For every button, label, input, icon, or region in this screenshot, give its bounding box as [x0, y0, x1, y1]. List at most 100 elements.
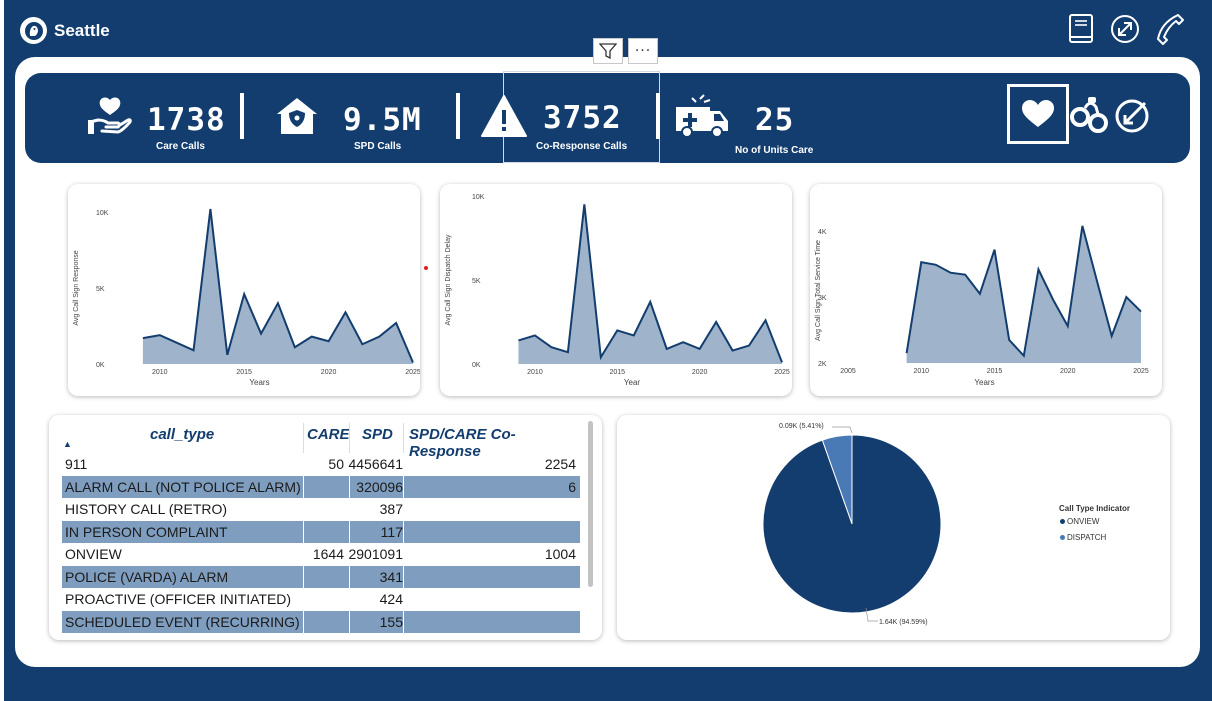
sort-ascending-icon[interactable]: ▲: [63, 439, 72, 449]
pie-slice-onview[interactable]: [762, 434, 942, 614]
table-row[interactable]: SCHEDULED EVENT (RECURRING) 155: [62, 610, 580, 633]
table-row[interactable]: IN PERSON COMPLAINT 117: [62, 520, 580, 543]
app-title: Seattle: [54, 20, 110, 40]
handcuffs-icon[interactable]: [1068, 95, 1112, 139]
legend-item-dispatch[interactable]: DISPATCH: [1060, 533, 1106, 542]
x-tick-label: 2020: [1060, 368, 1076, 375]
caring-hand-heart-icon: [88, 96, 132, 140]
area-fill: [142, 208, 413, 364]
table-row[interactable]: POLICE (VARDA) ALARM 341: [62, 565, 580, 588]
x-axis-label: Years: [249, 378, 269, 387]
cell-spd: 2901091: [348, 546, 403, 562]
y-tick-label: 10K: [472, 194, 485, 201]
cell-call-type: ONVIEW: [65, 546, 122, 562]
cell-spd: 4456641: [348, 456, 403, 472]
chart-card-response[interactable]: 2010 2015 2020 2025 0K 5K 10K Years Avg Call Sig…: [68, 184, 420, 396]
call-type-table[interactable]: call_type ▲ CARE SPD SPD/CARE Co-Respons…: [62, 421, 580, 633]
kpi-label-spd-calls: SPD Calls: [354, 141, 402, 152]
kpi-value-care-calls: 1738: [147, 102, 226, 138]
more-options-button[interactable]: ···: [628, 38, 658, 64]
x-tick-label: 2015: [987, 368, 1003, 375]
y-axis-label: Avg Call Sign Total Service Time: [815, 240, 822, 341]
table-row[interactable]: HISTORY CALL (RETRO) 387: [62, 498, 580, 521]
cell-spd: 341: [379, 568, 403, 585]
series-line: [142, 208, 414, 363]
y-tick-label: 10K: [96, 210, 109, 217]
x-tick-label: 2025: [405, 369, 420, 376]
heart-icon[interactable]: [1007, 84, 1069, 144]
cell-call-type: ALARM CALL (NOT POLICE ALARM): [65, 478, 301, 495]
x-tick-label: 2010: [152, 369, 168, 376]
cell-call-type: SCHEDULED EVENT (RECURRING): [65, 613, 300, 630]
x-tick-label: 2020: [692, 369, 708, 376]
cell-spd: 424: [379, 591, 403, 607]
legend-item-onview[interactable]: ONVIEW: [1060, 517, 1099, 526]
table-row[interactable]: ONVIEW 1644 2901091 1004: [62, 543, 580, 566]
legend-label: ONVIEW: [1067, 517, 1100, 526]
ambulance-icon: [674, 93, 730, 143]
header-spd[interactable]: SPD: [362, 426, 393, 443]
legend-label: DISPATCH: [1067, 533, 1107, 542]
kpi-label-care-calls: Care Calls: [156, 141, 205, 152]
collapse-arrow-icon[interactable]: [1113, 97, 1151, 139]
filter-icon[interactable]: [593, 38, 623, 64]
table-row[interactable]: ALARM CALL (NOT POLICE ALARM) 320096 6: [62, 475, 580, 498]
x-tick-label: 2010: [913, 368, 929, 375]
cell-call-type: IN PERSON COMPLAINT: [65, 523, 228, 540]
table-row[interactable]: 911 50 4456641 2254: [62, 453, 580, 476]
y-tick-label: 2K: [818, 361, 827, 368]
header-actions: [1064, 10, 1186, 48]
kpi-label-units-care: No of Units Care: [735, 145, 814, 156]
y-axis-label: Avg Call Sign Response: [73, 250, 80, 325]
kpi-separator: [240, 93, 244, 139]
x-tick-label: 2015: [236, 369, 252, 376]
y-axis-label: Avg Call Sign Dispatch Delay: [445, 234, 452, 325]
table-header: call_type ▲ CARE SPD SPD/CARE Co-Respons…: [62, 421, 580, 460]
y-tick-label: 5K: [472, 278, 481, 285]
header-care[interactable]: CARE: [307, 426, 350, 443]
cell-call-type: 911: [65, 456, 88, 472]
kpi-separator: [456, 93, 460, 139]
x-tick-label: 2020: [321, 369, 337, 376]
header-co-response[interactable]: SPD/CARE Co-Response: [409, 426, 516, 460]
chart-card-service-time[interactable]: 2005 2010 2015 2020 2025 2K 3K 4K Years Avg Call …: [810, 184, 1162, 396]
x-tick-label: 2010: [527, 369, 543, 376]
series-line: [905, 225, 1142, 358]
cell-care: 1644: [312, 546, 344, 562]
cell-care: 50: [328, 456, 344, 472]
pie-label-onview: 1.64K (94.59%): [879, 619, 928, 626]
cell-co-response: 2254: [544, 456, 576, 472]
seattle-seal-icon: [20, 17, 47, 44]
chart-avg-call-sign-dispatch-delay: 2010 2015 2020 2025 0K 5K 10K Year Avg Call Sign…: [445, 194, 790, 387]
cell-spd: 387: [379, 501, 403, 517]
chart-avg-call-sign-response: 2010 2015 2020 2025 0K 5K 10K Years Avg Call Sig…: [73, 208, 420, 387]
header-call-type[interactable]: call_type: [150, 426, 215, 443]
y-tick-label: 4K: [818, 229, 827, 236]
table-scrollbar[interactable]: [588, 421, 593, 587]
cell-spd: 155: [379, 613, 403, 630]
chart-card-dispatch-delay[interactable]: 2010 2015 2020 2025 0K 5K 10K Year Avg Call Sign…: [440, 184, 792, 396]
x-axis-label: Years: [974, 378, 994, 387]
table-body: 911 50 4456641 2254 ALARM CALL (NOT POLICE A…: [62, 453, 580, 633]
city-logo: Seattle: [20, 17, 110, 44]
warning-icon: [480, 94, 528, 142]
table-row[interactable]: PROACTIVE (OFFICER INITIATED) 424: [62, 588, 580, 611]
book-icon[interactable]: [1064, 10, 1098, 48]
x-axis-label: Year: [624, 378, 641, 387]
kpi-value-co-response-calls: 3752: [543, 100, 622, 136]
kpi-separator: [656, 93, 660, 139]
y-tick-label: 0K: [472, 362, 481, 369]
kpi-value-units-care: 25: [755, 102, 795, 138]
chart-avg-call-sign-total-service-time: 2005 2010 2015 2020 2025 2K 3K 4K Years Avg Call …: [815, 225, 1149, 387]
cell-spd: 117: [380, 523, 403, 540]
cell-spd: 320096: [356, 478, 403, 495]
phone-icon[interactable]: [1152, 10, 1186, 48]
expand-arrow-icon[interactable]: [1108, 10, 1142, 48]
cell-call-type: HISTORY CALL (RETRO): [65, 501, 228, 517]
kpi-value-spd-calls: 9.5M: [343, 102, 422, 138]
legend-dot-icon: [1060, 535, 1065, 540]
focus-dot: [424, 266, 428, 270]
pie-label-dispatch: 0.09K (5.41%): [779, 423, 824, 430]
pie-chart-call-type-indicator: [762, 434, 942, 614]
area-fill: [906, 225, 1141, 363]
